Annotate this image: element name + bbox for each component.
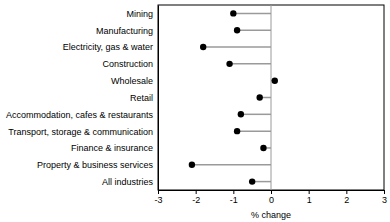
stem [237,130,271,132]
x-tick-mark [309,190,310,194]
y-tick-label: Construction [102,59,153,69]
y-tick: Finance & insurance [71,143,158,153]
y-tick: Transport, storage & communication [8,127,158,137]
y-tick-label: All industries [102,177,154,187]
x-tick: 0 [269,190,274,205]
dot [226,61,232,67]
x-tick-label: -1 [230,195,238,205]
dot [272,77,278,83]
y-tick-label: Wholesale [111,76,153,86]
x-tick: 3 [382,190,387,205]
x-axis-title: % change [251,210,291,220]
chart: -3 -2 -1 0 1 2 3 Mining Manufacturing Electricity… [0,0,390,222]
stem [230,63,271,65]
dot [200,44,206,50]
stem [233,13,271,15]
x-tick-mark [158,190,159,194]
y-tick: Wholesale [111,76,158,86]
dot [249,178,255,184]
dot [238,111,244,117]
x-tick: 1 [307,190,312,205]
x-axis: -3 -2 -1 0 1 2 3 [154,190,387,205]
x-tick-mark [384,190,385,194]
y-tick-label: Transport, storage & communication [8,127,153,137]
dot [260,145,266,151]
y-tick: Retail [130,93,158,103]
y-tick-label: Mining [126,9,153,19]
y-axis-line [158,6,159,191]
y-tick-label: Finance & insurance [71,143,153,153]
plot-frame [158,5,384,190]
dot [234,27,240,33]
dot [189,162,195,168]
y-tick: Accommodation, cafes & restaurants [6,110,158,120]
stem [192,164,271,166]
x-tick-mark [271,190,272,194]
x-tick-mark [233,190,234,194]
dot [234,128,240,134]
x-tick: -2 [192,190,200,205]
y-tick-label: Retail [130,93,153,103]
y-tick: Manufacturing [96,26,158,36]
x-tick-label: 3 [382,195,387,205]
x-tick-mark [346,190,347,194]
y-axis: Mining Manufacturing Electricity, gas & wa… [6,6,159,191]
x-tick: -1 [230,190,238,205]
stem [241,114,271,116]
y-tick-label: Accommodation, cafes & restaurants [6,110,154,120]
y-tick: All industries [102,177,158,187]
marks [189,10,278,185]
y-tick-label: Property & business services [37,160,154,170]
x-tick-label: 2 [344,195,349,205]
plot: -3 -2 -1 0 1 2 3 Mining Manufacturing Electricity… [6,5,387,205]
y-tick: Property & business services [37,160,158,170]
y-tick: Electricity, gas & water [63,42,158,52]
x-tick: -3 [154,190,162,205]
y-tick: Construction [102,59,158,69]
stem [203,46,271,48]
x-tick-mark [196,190,197,194]
y-tick: Mining [126,9,158,19]
dot [230,10,236,16]
y-tick-label: Manufacturing [96,26,153,36]
x-tick-label: 0 [269,195,274,205]
x-tick-label: -2 [192,195,200,205]
x-tick-label: -3 [154,195,162,205]
stem [237,29,271,31]
x-tick-label: 1 [307,195,312,205]
dot [257,94,263,100]
y-tick-label: Electricity, gas & water [63,42,153,52]
x-tick: 2 [344,190,349,205]
